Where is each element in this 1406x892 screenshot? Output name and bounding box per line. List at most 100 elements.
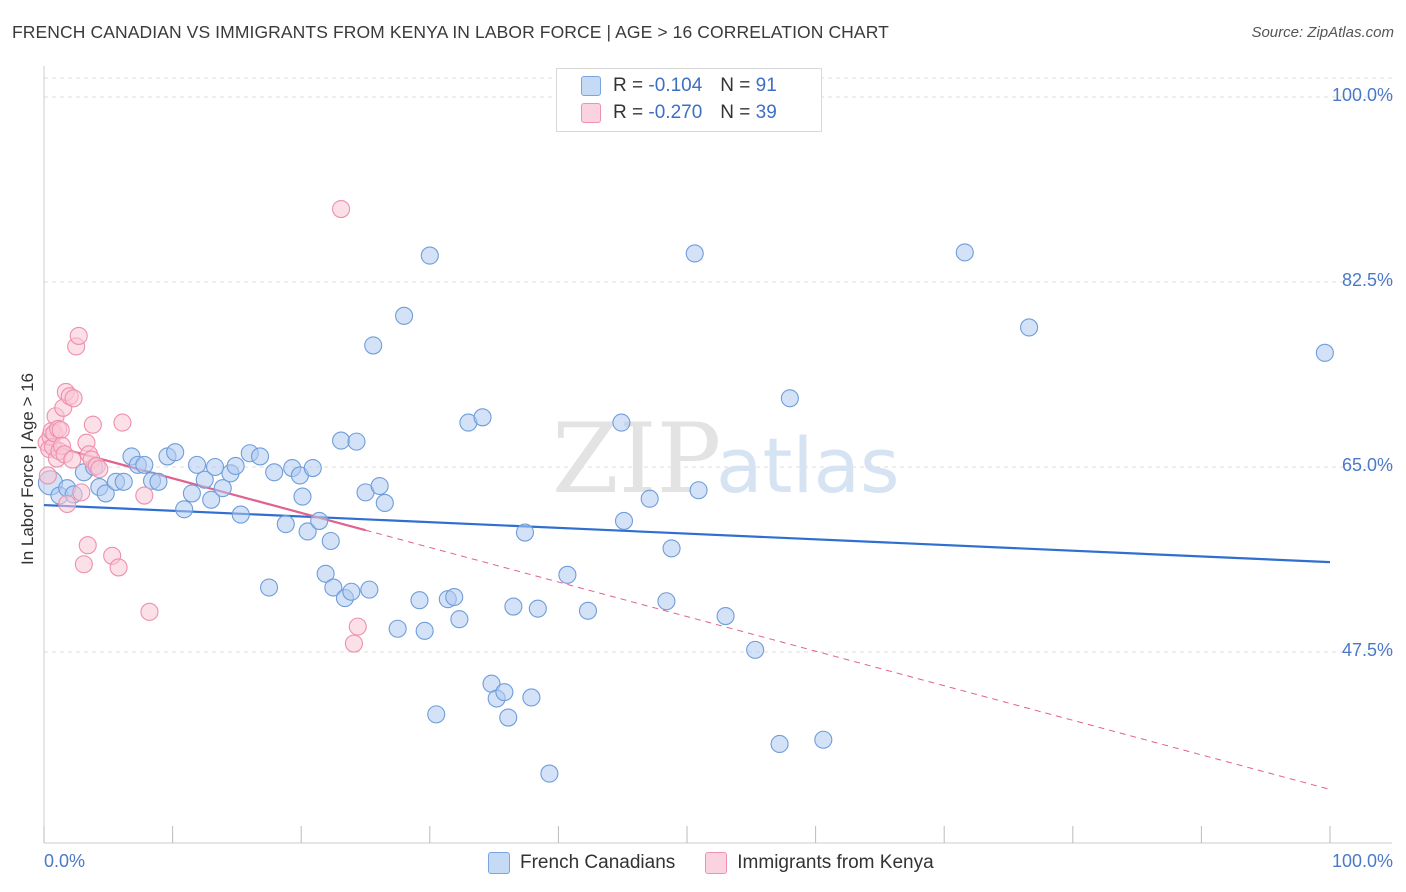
point-french-canadians: [450, 610, 469, 629]
point-french-canadians: [388, 619, 407, 638]
swatch-french-canadians: [581, 76, 601, 96]
point-french-canadians: [780, 389, 799, 408]
point-kenya: [72, 483, 91, 502]
y-tick-label: 65.0%: [1341, 455, 1393, 475]
point-french-canadians: [657, 592, 676, 611]
point-french-canadians: [395, 306, 414, 325]
point-french-canadians: [640, 489, 659, 508]
stats-row-kenya: R = -0.270 N = 39: [581, 100, 777, 126]
watermark-atlas: atlas: [716, 421, 900, 510]
point-french-canadians: [746, 640, 765, 659]
point-french-canadians: [293, 487, 312, 506]
point-french-canadians: [265, 463, 284, 482]
point-french-canadians: [410, 591, 429, 610]
point-kenya: [348, 617, 367, 636]
point-kenya: [64, 389, 83, 408]
r-value: -0.270: [648, 102, 703, 123]
n-value: 91: [755, 75, 777, 96]
trend-line-kenya-projection: [365, 529, 1331, 790]
point-french-canadians: [259, 578, 279, 597]
stats-row-french-canadians: R = -0.104 N = 91: [581, 73, 777, 99]
x-tick-label: 0.0%: [44, 851, 86, 871]
series-1: [37, 200, 367, 653]
point-french-canadians: [250, 447, 270, 466]
point-french-canadians: [473, 408, 492, 427]
point-french-canadians: [187, 455, 207, 474]
point-french-canadians: [1020, 318, 1039, 337]
point-french-canadians: [205, 457, 225, 477]
grid-lines: [44, 77, 1392, 653]
y-tick-label: 100.0%: [1331, 85, 1393, 105]
point-kenya: [38, 466, 57, 485]
point-french-canadians: [445, 587, 464, 607]
point-french-canadians: [515, 523, 535, 542]
point-french-canadians: [303, 459, 322, 478]
point-french-canadians: [226, 456, 245, 475]
source-label: Source: ZipAtlas.com: [1251, 24, 1394, 41]
point-french-canadians: [114, 472, 133, 491]
legend-item-french-canadians[interactable]: French Canadians: [488, 852, 675, 874]
legend-label-french-canadians: French Canadians: [520, 852, 676, 873]
point-french-canadians: [360, 580, 379, 599]
r-label: R =: [613, 75, 644, 96]
point-kenya: [58, 494, 77, 514]
point-kenya: [344, 634, 363, 653]
point-french-canadians: [298, 522, 317, 541]
point-french-canadians: [182, 484, 201, 503]
point-french-canadians: [324, 578, 343, 597]
legend-swatch-kenya: [705, 852, 728, 874]
point-french-canadians: [1315, 343, 1334, 362]
stats-legend: R = -0.104 N = 91 R = -0.270 N = 39: [556, 68, 822, 132]
n-label: N =: [720, 75, 751, 96]
point-french-canadians: [202, 490, 221, 509]
point-french-canadians: [528, 599, 547, 618]
point-kenya: [51, 420, 70, 440]
point-french-canadians: [612, 413, 631, 432]
point-french-canadians: [504, 597, 523, 616]
point-french-canadians: [578, 601, 598, 620]
point-french-canadians: [316, 564, 335, 583]
point-kenya: [69, 326, 88, 345]
point-french-canadians: [685, 244, 704, 263]
swatch-kenya: [581, 103, 601, 123]
watermark: ZIP atlas: [552, 403, 900, 515]
point-kenya: [113, 413, 132, 432]
n-value: 39: [755, 102, 777, 123]
point-french-canadians: [662, 539, 681, 558]
point-french-canadians: [499, 708, 518, 727]
point-french-canadians: [195, 470, 214, 489]
point-kenya: [332, 200, 351, 219]
y-tick-label: 82.5%: [1341, 270, 1393, 290]
n-label: N =: [720, 102, 751, 123]
y-tick-label: 47.5%: [1341, 640, 1393, 660]
point-french-canadians: [495, 683, 514, 702]
point-french-canadians: [540, 764, 559, 783]
point-french-canadians: [175, 500, 194, 519]
y-axis-title: In Labor Force | Age > 16: [18, 372, 37, 565]
point-french-canadians: [770, 734, 789, 754]
point-kenya: [140, 602, 159, 621]
point-french-canadians: [955, 243, 974, 262]
data-points: [37, 200, 1334, 783]
point-french-canadians: [231, 505, 250, 524]
point-kenya: [78, 536, 97, 555]
x-tick-label: 100.0%: [1331, 851, 1393, 871]
point-french-canadians: [96, 484, 115, 503]
point-kenya: [135, 486, 154, 505]
point-kenya: [109, 558, 128, 577]
point-french-canadians: [276, 515, 295, 534]
point-french-canadians: [427, 705, 446, 724]
series-legend: French Canadians Immigrants from Kenya: [488, 852, 964, 874]
point-kenya: [63, 450, 82, 469]
point-french-canadians: [347, 432, 366, 451]
point-kenya: [83, 415, 102, 434]
point-french-canadians: [310, 511, 329, 530]
legend-item-kenya[interactable]: Immigrants from Kenya: [705, 852, 934, 874]
point-french-canadians: [321, 531, 340, 551]
r-label: R =: [613, 102, 644, 123]
point-french-canadians: [415, 621, 434, 640]
point-french-canadians: [370, 476, 389, 496]
series-0: [37, 243, 1334, 783]
legend-label-kenya: Immigrants from Kenya: [737, 852, 934, 873]
